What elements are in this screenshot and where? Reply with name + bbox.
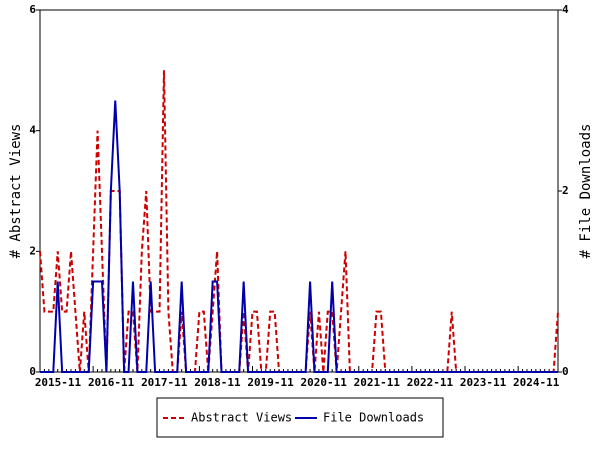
y-tick-label: 6 (29, 3, 36, 16)
x-tick-label: 2015-11 (35, 376, 82, 389)
x-tick-label: 2021-11 (354, 376, 401, 389)
y-axis-label: # Abstract Views (8, 124, 24, 259)
y2-tick-label: 4 (562, 3, 569, 16)
x-tick-label: 2023-11 (460, 376, 507, 389)
x-tick-label: 2024-11 (513, 376, 560, 389)
legend-box (156, 397, 444, 438)
y2-tick-label: 2 (562, 184, 569, 197)
y2-tick-label: 0 (562, 365, 569, 378)
y-tick-label: 0 (29, 365, 36, 378)
x-tick-label: 2018-11 (194, 376, 241, 389)
y-tick-label: 2 (29, 244, 36, 257)
x-tick-label: 2022-11 (407, 376, 454, 389)
y2-axis-label: # File Downloads (578, 124, 594, 259)
x-tick-label: 2020-11 (300, 376, 347, 389)
legend-label: File Downloads (323, 411, 424, 425)
legend-label: Abstract Views (191, 411, 292, 425)
series-line (40, 100, 558, 373)
x-tick-label: 2019-11 (247, 376, 294, 389)
series-line (39, 70, 559, 373)
x-tick-label: 2016-11 (88, 376, 135, 389)
x-tick-label: 2017-11 (141, 376, 188, 389)
y-tick-label: 4 (29, 124, 36, 137)
